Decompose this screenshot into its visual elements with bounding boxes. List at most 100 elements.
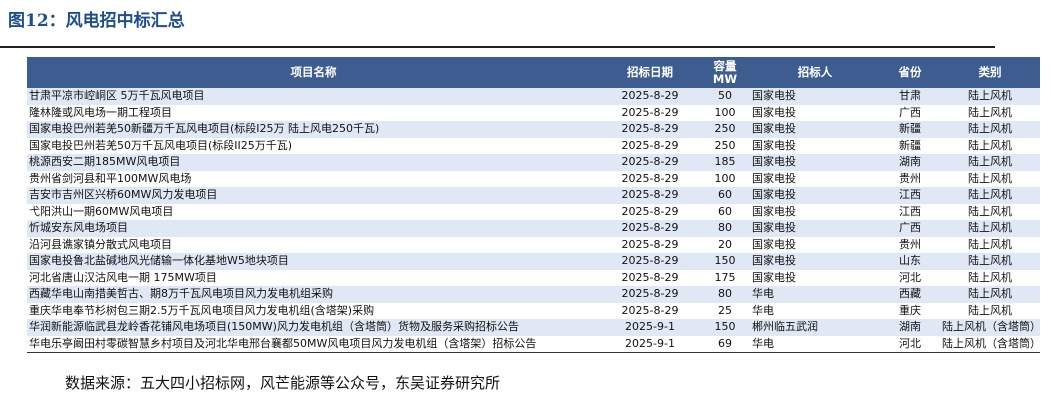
category: 陆上风机: [968, 270, 1012, 284]
project-name: 国家电投巴州若羌50万千瓦风电项目(标段II25万千瓦): [29, 138, 293, 152]
project-name: 华润新能源临武县龙岭香花铺风电场项目(150MW)风力发电机组（含塔筒）货物及服…: [27, 319, 600, 336]
table-row: 国家电投巴州若羌50新疆万千瓦风电项目(标段I25万 陆上风电250千瓦) 202…: [27, 121, 1040, 138]
project-name: 甘肃平凉市崆峒区 5万千瓦风电项目: [27, 88, 600, 105]
tenderer: 国家电投: [752, 171, 796, 185]
tenderer: 郴州临五武润: [750, 319, 880, 336]
province: 新疆: [880, 121, 940, 138]
project-name: 吉安市吉州区兴桥60MW风力发电项目: [27, 187, 600, 204]
category: 陆上风机: [940, 88, 1040, 105]
title-rule: [0, 46, 995, 48]
tender-date: 2025-8-29: [600, 253, 700, 270]
category: 陆上风机: [968, 303, 1012, 317]
category: 陆上风机: [968, 171, 1012, 185]
project-name: 贵州省剑河县和平100MW风电场: [29, 171, 192, 185]
tenderer: 国家电投: [750, 88, 880, 105]
capacity: 100: [714, 171, 736, 185]
tenderer: 国家电投: [752, 138, 796, 152]
tenderer: 国家电投: [752, 105, 796, 119]
province: 江西: [899, 204, 921, 218]
tenderer: 国家电投: [750, 253, 880, 270]
tenderer: 华电: [750, 335, 880, 353]
project-name: 沿河县谯家镇分散式风电项目: [29, 237, 172, 251]
capacity: 250: [700, 121, 750, 138]
table-row: 河北省唐山汉沽风电一期 175MW项目 2025-8-29 175 国家电投 河北 陆上风…: [27, 270, 1040, 287]
project-name: 桃源西安二期185MW风电项目: [27, 154, 600, 171]
tender-date: 2025-8-29: [621, 105, 679, 119]
category: 陆上风机: [940, 220, 1040, 237]
tender-date: 2025-8-29: [621, 171, 679, 185]
category: 陆上风机: [940, 121, 1040, 138]
table-row: 隆林隆或风电场一期工程项目 2025-8-29 100 国家电投 广西 陆上风机: [27, 105, 1040, 122]
table-row: 甘肃平凉市崆峒区 5万千瓦风电项目 2025-8-29 50 国家电投 甘肃 陆上风机: [27, 88, 1040, 105]
table-row: 忻城安东风电场项目 2025-8-29 80 国家电投 广西 陆上风机: [27, 220, 1040, 237]
column-header: 项目名称: [27, 57, 600, 88]
capacity: 80: [700, 286, 750, 303]
province: 河北: [899, 270, 921, 284]
table-row: 沿河县谯家镇分散式风电项目 2025-8-29 20 国家电投 贵州 陆上风机: [27, 237, 1040, 254]
capacity: 150: [700, 319, 750, 336]
province: 广西: [880, 220, 940, 237]
project-name: 弋阳洪山一期60MW风电项目: [29, 204, 174, 218]
tenderer: 国家电投: [750, 154, 880, 171]
tender-date: 2025-8-29: [600, 154, 700, 171]
tender-date: 2025-8-29: [600, 187, 700, 204]
project-name: 重庆华电奉节杉树包三期2.5万千瓦风电项目风力发电机组(含塔架)采购: [29, 303, 375, 317]
column-header: 招标人: [750, 57, 880, 88]
capacity: 50: [700, 88, 750, 105]
tenderer: 国家电投: [752, 237, 796, 251]
tender-date: 2025-8-29: [621, 138, 679, 152]
category: 陆上风机: [968, 204, 1012, 218]
province: 河北: [880, 335, 940, 353]
capacity: 69: [700, 335, 750, 353]
province: 山东: [880, 253, 940, 270]
province: 新疆: [899, 138, 921, 152]
province: 湖南: [880, 319, 940, 336]
tender-date: 2025-8-29: [621, 303, 679, 317]
tender-date: 2025-8-29: [621, 237, 679, 251]
tenderer: 华电: [750, 286, 880, 303]
category: 陆上风机: [968, 237, 1012, 251]
tender-date: 2025-8-29: [600, 220, 700, 237]
tender-table: 项目名称 招标日期 容量 MW 招标人 省份 类别 甘肃平凉市崆峒区 5万千瓦风电项目 20…: [27, 57, 1040, 353]
source-note: 数据来源：五大四小招标网，风芒能源等公众号，东吴证券研究所: [65, 374, 501, 392]
project-name: 西藏华电山南措美哲古、期8万千瓦风电项目风力发电机组采购: [27, 286, 600, 303]
province: 重庆: [899, 303, 921, 317]
column-header: 招标日期: [600, 57, 700, 88]
table-row: 国家电投巴州若羌50万千瓦风电项目(标段II25万千瓦) 2025-8-29 250…: [27, 138, 1040, 155]
project-name: 国家电投巴州若羌50新疆万千瓦风电项目(标段I25万 陆上风电250千瓦): [27, 121, 600, 138]
capacity: 250: [714, 138, 736, 152]
capacity: 60: [700, 187, 750, 204]
table-body: 甘肃平凉市崆峒区 5万千瓦风电项目 2025-8-29 50 国家电投 甘肃 陆上风机 隆林…: [27, 88, 1040, 353]
project-name: 华电乐亭阚田村零碳智慧乡村项目及河北华电邢台襄都50MW风电项目风力发电机组（含…: [27, 335, 600, 353]
table-row: 吉安市吉州区兴桥60MW风力发电项目 2025-8-29 60 国家电投 江西 陆上风机: [27, 187, 1040, 204]
tender-date: 2025-8-29: [621, 270, 679, 284]
tenderer: 国家电投: [750, 220, 880, 237]
capacity: 60: [718, 204, 732, 218]
project-name: 忻城安东风电场项目: [27, 220, 600, 237]
province: 广西: [899, 105, 921, 119]
category: 陆上风机: [968, 105, 1012, 119]
province: 贵州: [899, 171, 921, 185]
province: 江西: [880, 187, 940, 204]
column-header: 容量 MW: [700, 57, 750, 88]
category: 陆上风机: [940, 154, 1040, 171]
category: 陆上风机: [940, 187, 1040, 204]
header-row: 项目名称 招标日期 容量 MW 招标人 省份 类别: [27, 57, 1040, 88]
tender-date: 2025-8-29: [600, 286, 700, 303]
tender-date: 2025-9-1: [600, 335, 700, 353]
tenderer: 国家电投: [752, 270, 796, 284]
category: 陆上风机: [968, 138, 1012, 152]
table-row: 国家电投鲁北盐碱地风光储输一体化基地W5地块项目 2025-8-29 150 国家电投…: [27, 253, 1040, 270]
tender-date: 2025-9-1: [600, 319, 700, 336]
tenderer: 国家电投: [752, 204, 796, 218]
province: 西藏: [880, 286, 940, 303]
tenderer: 国家电投: [750, 187, 880, 204]
figure-title: 图12：风电招中标汇总: [8, 11, 185, 31]
tenderer: 国家电投: [750, 121, 880, 138]
capacity: 25: [718, 303, 732, 317]
province: 甘肃: [880, 88, 940, 105]
project-name: 国家电投鲁北盐碱地风光储输一体化基地W5地块项目: [27, 253, 600, 270]
capacity: 80: [700, 220, 750, 237]
table-row: 贵州省剑河县和平100MW风电场 2025-8-29 100 国家电投 贵州 陆上风机: [27, 171, 1040, 188]
